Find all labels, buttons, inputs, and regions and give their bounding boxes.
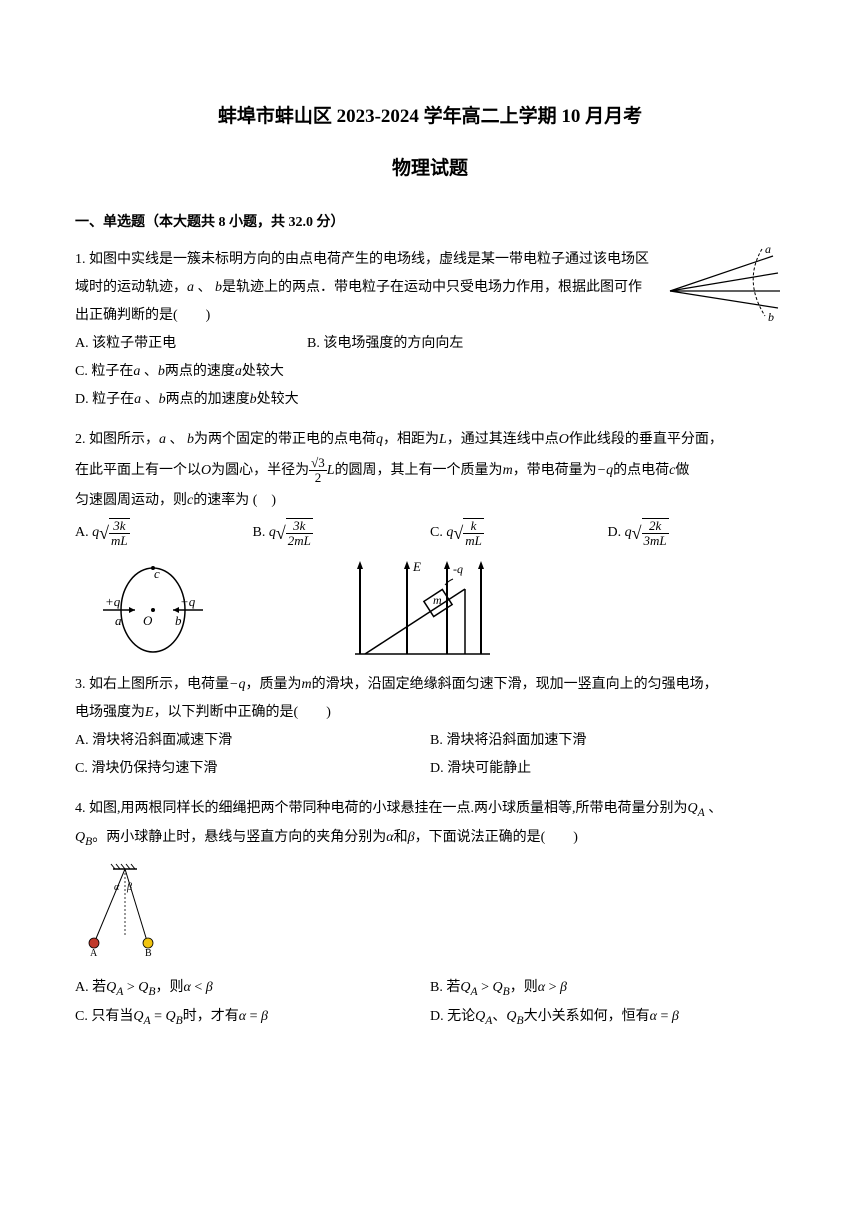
q1-option-d: D. 粒子在a 、b两点的加速度b处较大	[75, 386, 785, 414]
q1-option-b: B. 该电场强度的方向向左	[307, 330, 655, 358]
q2-option-b: B. q√3k2mL	[253, 515, 431, 551]
svg-text:O: O	[143, 613, 153, 628]
svg-text:m: m	[433, 593, 442, 607]
question-3: 3. 如右上图所示，电荷量−q，质量为m的滑块，沿固定绝缘斜面匀速下滑，现加一竖…	[75, 671, 785, 783]
svg-text:b: b	[175, 613, 182, 628]
svg-text:B: B	[145, 948, 152, 956]
q2-option-a: A. q√3kmL	[75, 515, 253, 551]
q3-option-c: C. 滑块仍保持匀速下滑	[75, 755, 430, 783]
q2-text3: 匀速圆周运动，则c的速率为 ( )	[75, 487, 785, 515]
svg-text:-q: -q	[453, 562, 463, 576]
q2-diagrams: c +q +q a O b E m -q	[95, 559, 785, 659]
svg-text:a: a	[765, 246, 771, 256]
q4-text: 4. 如图,用两根同样长的细绳把两个带同种电荷的小球悬挂在一点.两小球质量相等,…	[75, 795, 785, 824]
svg-text:E: E	[412, 559, 421, 574]
q4-option-c: C. 只有当QA = QB时，才有α = β	[75, 1003, 430, 1032]
svg-text:a: a	[115, 613, 122, 628]
q2-text: 2. 如图所示，a 、 b为两个固定的带正电的点电荷q，相距为L，通过其连线中点…	[75, 426, 785, 454]
q4-option-a: A. 若QA > QB，则α < β	[75, 974, 430, 1003]
q2-option-c: C. q√kmL	[430, 515, 608, 551]
q3-option-a: A. 滑块将沿斜面减速下滑	[75, 727, 430, 755]
svg-text:c: c	[154, 566, 160, 581]
q1-diagram: a b	[665, 246, 785, 333]
svg-text:+q: +q	[105, 594, 121, 609]
question-1: a b 1. 如图中实线是一簇未标明方向的由点电荷产生的电场线，虚线是某一带电粒…	[75, 246, 785, 414]
q3-option-d: D. 滑块可能静止	[430, 755, 785, 783]
q1-option-a: A. 该粒子带正电	[75, 330, 307, 358]
q4-option-b: B. 若QA > QB，则α > β	[430, 974, 785, 1003]
q3-text2: 电场强度为E，以下判断中正确的是( )	[75, 699, 785, 727]
svg-text:A: A	[90, 948, 98, 956]
svg-text:+q: +q	[180, 594, 196, 609]
q4-text2: QB。两小球静止时，悬线与竖直方向的夹角分别为α和β，下面说法正确的是( )	[75, 824, 785, 853]
title-main: 蚌埠市蚌山区 2023-2024 学年高二上学期 10 月月考	[75, 100, 785, 134]
svg-text:b: b	[768, 310, 774, 324]
q2-option-d: D. q√2k3mL	[608, 515, 786, 551]
q3-option-b: B. 滑块将沿斜面加速下滑	[430, 727, 785, 755]
question-4: 4. 如图,用两根同样长的细绳把两个带同种电荷的小球悬挂在一点.两小球质量相等,…	[75, 795, 785, 1032]
title-subject: 物理试题	[75, 152, 785, 186]
q1-option-c: C. 粒子在a 、b两点的速度a处较大	[75, 358, 785, 386]
svg-text:β: β	[126, 882, 132, 893]
q4-diagram: A B α β	[85, 861, 785, 965]
q3-text: 3. 如右上图所示，电荷量−q，质量为m的滑块，沿固定绝缘斜面匀速下滑，现加一竖…	[75, 671, 785, 699]
q2-right-diagram: E m -q	[345, 559, 495, 659]
q2-left-diagram: c +q +q a O b	[95, 562, 205, 657]
question-2: 2. 如图所示，a 、 b为两个固定的带正电的点电荷q，相距为L，通过其连线中点…	[75, 426, 785, 660]
q2-text2: 在此平面上有一个以O为圆心，半径为√32L的圆周，其上有一个质量为m，带电荷量为…	[75, 454, 785, 488]
section-header: 一、单选题（本大题共 8 小题，共 32.0 分）	[75, 210, 785, 235]
svg-text:α: α	[114, 882, 120, 893]
q4-option-d: D. 无论QA、QB大小关系如何，恒有α = β	[430, 1003, 785, 1032]
